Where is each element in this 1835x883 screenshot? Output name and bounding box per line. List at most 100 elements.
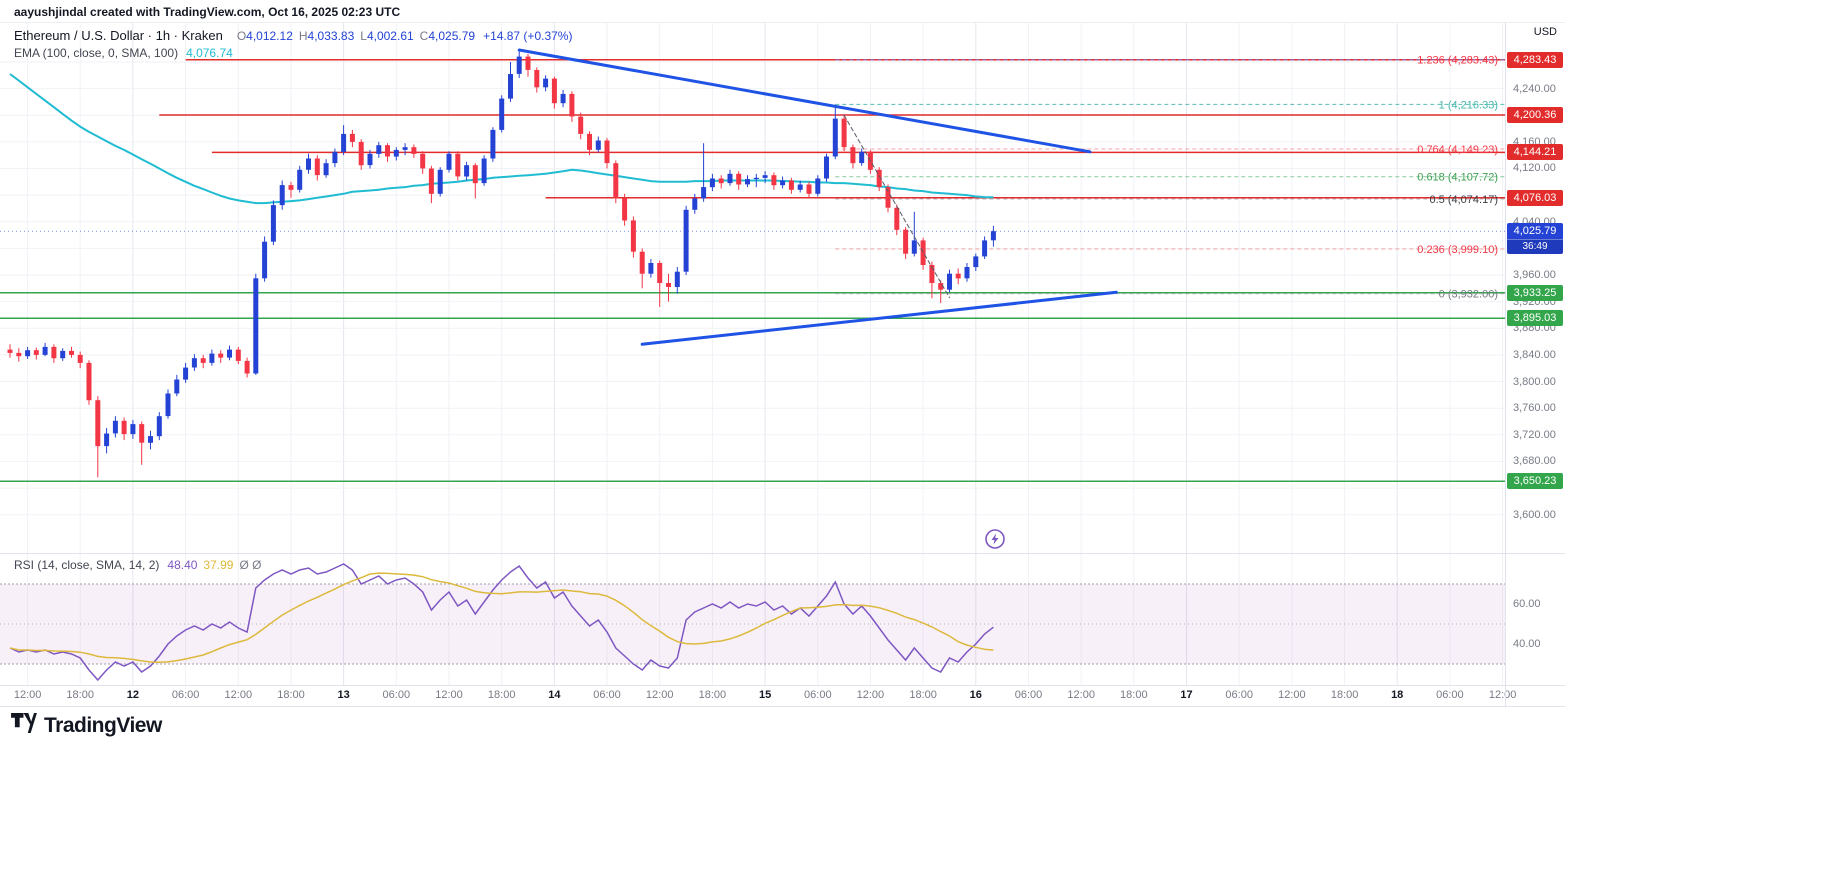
price-badge-value: 3,933.25 [1513, 286, 1557, 299]
price-badge: 4,144.21 [1507, 144, 1563, 161]
candles[interactable] [7, 51, 996, 478]
price-tick-label: 3,600.00 [1513, 508, 1556, 521]
fib-level-label: 1.236 (4,283.43) [1417, 55, 1498, 67]
time-axis-border [0, 685, 1565, 686]
descending-trendline [517, 48, 1092, 154]
time-axis-label: 18:00 [1120, 689, 1148, 701]
time-axis-label: 12:00 [1067, 689, 1095, 701]
time-axis-label: 06:00 [804, 689, 832, 701]
price-tick-label: 3,840.00 [1513, 348, 1556, 361]
time-axis-label: 18:00 [698, 689, 727, 701]
trendlines[interactable] [517, 48, 1118, 346]
time-axis-label: 12:00 [13, 689, 42, 701]
price-tick-label: 3,720.00 [1513, 428, 1556, 441]
rsi-tick-label: 40.00 [1513, 638, 1541, 650]
chart-legend: Ethereum / U.S. Dollar · 1h · Kraken O4,0… [14, 28, 572, 43]
price-badge-value: 4,076.03 [1513, 191, 1557, 204]
chart-bottom-border [0, 706, 1565, 707]
ema-line[interactable] [9, 73, 994, 205]
chart-top-border [0, 22, 1565, 23]
rsi-tick-label: 60.00 [1513, 598, 1541, 610]
close-label: C [419, 29, 429, 43]
time-axis-label: 17 [1180, 689, 1193, 701]
rsi-line[interactable] [9, 563, 994, 682]
rsi-ma-line[interactable] [9, 572, 994, 664]
price-tick-label: 3,800.00 [1513, 375, 1556, 388]
high-label: H [298, 29, 308, 43]
tradingview-logo-icon[interactable] [10, 712, 37, 739]
price-badge: 3,933.25 [1507, 284, 1563, 301]
fib-level-label: 0.764 (4,149.23) [1417, 144, 1498, 156]
time-axis-label: 06:00 [1436, 689, 1464, 701]
ema-indicator-label[interactable]: EMA (100, close, 0, SMA, 100) [14, 46, 179, 60]
fib-level-label: 0.618 (4,107.72) [1417, 172, 1498, 184]
time-axis-label: 18:00 [66, 689, 94, 701]
tradingview-wordmark[interactable]: TradingView [44, 713, 162, 737]
open-value: 4,012.12 [246, 29, 293, 43]
time-axis-label: 06:00 [1225, 689, 1253, 701]
price-badge: 4,076.03 [1507, 189, 1563, 206]
price-badge: 4,200.36 [1507, 106, 1563, 123]
time-axis-label: 13 [337, 689, 350, 701]
pane-divider[interactable] [0, 553, 1565, 554]
time-axis-label: 18:00 [487, 689, 516, 701]
chart-canvas[interactable]: 1.236 (4,283.43) 1 (4,216.33) 0.764 (4,149… [0, 22, 1505, 685]
time-axis-label: 12:00 [856, 689, 885, 701]
ascending-trendline [640, 290, 1118, 346]
fib-level-label: 0 (3,932.00) [1439, 289, 1498, 301]
price-badge-value: 4,200.36 [1513, 108, 1557, 121]
time-axis-label: 18:00 [277, 689, 305, 701]
fib-level-label: 0.5 (4,074.17) [1430, 194, 1499, 206]
price-tick-label: 3,680.00 [1513, 455, 1556, 468]
high-value: 4,033.83 [307, 29, 355, 43]
time-axis-label: 15 [758, 689, 772, 701]
fib-level-label: 1 (4,216.33) [1439, 99, 1498, 111]
time-axis-label: 12:00 [224, 689, 253, 701]
price-axis[interactable]: 4,240.004,160.004,120.004,040.004,000.00… [1505, 22, 1565, 685]
open-label: O [236, 29, 247, 43]
price-badge-value: 4,025.79 [1513, 225, 1557, 238]
low-value: 4,002.61 [366, 29, 414, 43]
close-value: 4,025.79 [428, 29, 476, 43]
rsi-band [0, 583, 1505, 665]
price-badge: 3,895.03 [1507, 310, 1563, 327]
horizontal-lines[interactable] [0, 58, 1505, 482]
time-axis-label: 18:00 [1330, 689, 1359, 701]
price-tick-label: 3,960.00 [1513, 269, 1556, 281]
symbol-title[interactable]: Ethereum / U.S. Dollar · 1h · Kraken [14, 28, 223, 43]
bar-countdown: 36:49 [1507, 239, 1563, 255]
time-axis[interactable]: 12:00 18:00 12 06:00 12:00 18:00 13 06:00 12:00 1… [0, 687, 1565, 705]
time-axis-label: 06:00 [171, 689, 200, 701]
fib-retracement[interactable]: 1.236 (4,283.43) 1 (4,216.33) 0.764 (4,149… [835, 55, 1505, 301]
price-tick-label: 4,120.00 [1513, 162, 1556, 175]
time-axis-label: 06:00 [382, 689, 411, 701]
flash-icon[interactable] [984, 528, 1006, 555]
rsi-indicator-label[interactable]: RSI (14, close, SMA, 14, 2) [14, 558, 160, 572]
time-axis-label: 14 [548, 689, 561, 701]
fib-level-label: 0.236 (3,999.10) [1417, 244, 1498, 256]
price-badge-value: 4,283.43 [1513, 53, 1557, 66]
price-badge: 4,283.43 [1507, 51, 1563, 68]
currency-label: USD [1533, 26, 1557, 38]
time-axis-label: 06:00 [1014, 689, 1043, 701]
ema-value: 4,076.74 [186, 46, 233, 60]
decline-path-dashed [843, 114, 950, 299]
ema-legend: EMA (100, close, 0, SMA, 100) 4,076.74 [14, 46, 233, 60]
rsi-ma-value: 37.99 [203, 558, 234, 572]
price-badge-value: 4,144.21 [1513, 146, 1557, 159]
time-axis-label: 12 [126, 689, 140, 701]
price-badge: 3,650.23 [1507, 473, 1563, 490]
rsi-value: 48.40 [167, 558, 198, 572]
price-tick-label: 4,240.00 [1513, 82, 1556, 95]
rsi-hidden-values: Ø Ø [239, 558, 262, 572]
price-badge: 4,025.79 36:49 [1507, 223, 1563, 255]
rsi-legend: RSI (14, close, SMA, 14, 2) 48.40 37.99 Ø Ø [14, 558, 261, 572]
time-axis-label: 12:00 [1488, 689, 1517, 701]
time-axis-label: 18:00 [909, 689, 937, 701]
time-axis-label: 16 [969, 689, 982, 701]
price-axis-border [1505, 22, 1506, 706]
footer: TradingView [10, 712, 162, 739]
low-label: L [360, 29, 367, 43]
time-axis-label: 12:00 [645, 689, 674, 701]
